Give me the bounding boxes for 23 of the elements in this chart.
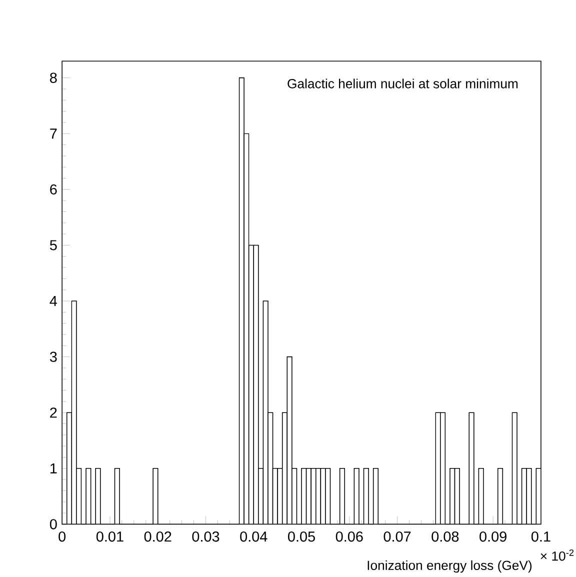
text: Galactic helium nuclei at solar minimum bbox=[288, 78, 518, 88]
x-tick-label: 0.07 bbox=[384, 531, 411, 542]
y-tick-label: 8 bbox=[50, 72, 57, 83]
x-tick-label: 0.09 bbox=[480, 531, 506, 542]
y-tick-label: 1 bbox=[50, 463, 57, 474]
x-tick-label: 0.1 bbox=[531, 531, 550, 542]
y-tick-label: 3 bbox=[50, 352, 57, 362]
x-axis-title: Ionization energy loss (GeV) bbox=[368, 560, 532, 573]
y-tick-label: 4 bbox=[50, 296, 57, 306]
y-tick-label: 5 bbox=[50, 240, 57, 250]
x-tick-label: 0.03 bbox=[192, 531, 220, 542]
text: × 10$^{-2}$ bbox=[540, 549, 574, 561]
y-tick-label: 0 bbox=[50, 519, 57, 530]
x-tick-label: 0.01 bbox=[96, 531, 124, 542]
y-tick-label: 7 bbox=[50, 128, 57, 139]
x-tick-label: 0.05 bbox=[288, 531, 315, 542]
y-tick-label: 6 bbox=[50, 184, 57, 195]
x-tick-label: 0.06 bbox=[336, 531, 363, 542]
y-tick-label: 2 bbox=[50, 408, 57, 418]
x-tick-label: 0.08 bbox=[432, 531, 459, 542]
x-tick-label: 0 bbox=[58, 531, 66, 542]
x-tick-label: 0.02 bbox=[144, 531, 172, 542]
x-tick-label: 0.04 bbox=[240, 531, 268, 542]
